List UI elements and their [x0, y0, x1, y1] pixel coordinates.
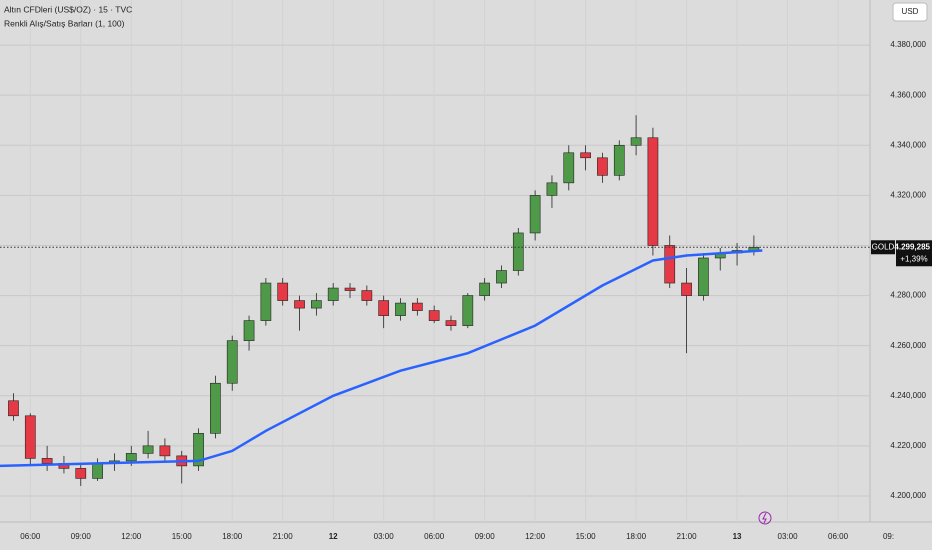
candle-body — [647, 137, 659, 246]
x-tick-label: 18:00 — [626, 532, 647, 541]
candle-body — [428, 310, 440, 321]
y-tick-label: 4.200,000 — [890, 491, 926, 500]
x-tick-label: 12:00 — [121, 532, 142, 541]
candle-body — [445, 320, 457, 326]
candle-body — [344, 287, 356, 291]
candle-body — [580, 152, 591, 159]
grid — [0, 44, 870, 497]
candle-body — [529, 195, 541, 234]
x-tick-label: 12 — [329, 532, 338, 541]
candle-body — [226, 340, 238, 384]
candle-body — [75, 468, 87, 479]
y-tick-label: 4.380,000 — [890, 40, 926, 49]
y-tick-label: 4.360,000 — [890, 90, 926, 99]
y-tick-label: 4.280,000 — [890, 291, 926, 300]
change-label: +1,39% — [900, 254, 927, 263]
candle-body — [664, 245, 676, 284]
candle-body — [277, 282, 289, 301]
symbol-label: GOLD — [872, 242, 895, 251]
candle-body — [462, 295, 474, 326]
indicator-name: Renkli Alış/Satış Barları (1, 100) — [4, 18, 125, 28]
event-icon-bolt — [762, 512, 767, 524]
candle-body — [210, 382, 221, 434]
x-tick-label: 15:00 — [576, 532, 597, 541]
candle-body — [159, 445, 171, 457]
last-price-label: 4.299,285 — [894, 242, 930, 251]
candle-body — [125, 453, 137, 462]
candle-body — [698, 257, 709, 296]
candle-body — [260, 282, 272, 321]
y-tick-label: 4.220,000 — [890, 441, 926, 450]
candle-body — [512, 232, 524, 271]
candle-body — [327, 287, 339, 301]
candle-body — [41, 458, 53, 464]
currency: USD — [902, 7, 919, 16]
candle-body — [597, 157, 608, 176]
x-tick-label: 06:00 — [20, 532, 41, 541]
candle-body — [563, 152, 575, 184]
marks — [0, 115, 870, 486]
event-icon[interactable] — [758, 511, 772, 525]
candle-body — [681, 282, 692, 296]
candle-body — [193, 433, 204, 467]
y-tick-label: 4.260,000 — [890, 341, 926, 350]
x-tick-label: 03:00 — [778, 532, 799, 541]
candle-body — [294, 300, 305, 309]
candle-body — [92, 463, 103, 479]
x-tick-label: 03:00 — [374, 532, 395, 541]
x-tick-label: 06:00 — [424, 532, 445, 541]
labels: 4.200,000 4.220,000 4.240,000 4.260,000 4.28… — [20, 40, 932, 541]
candle-body — [243, 320, 255, 341]
chart-title: Altın CFDleri (US$/OZ) · 15 · TVC — [4, 4, 132, 14]
candle-body — [378, 300, 390, 316]
candle-body — [395, 302, 406, 316]
x-tick-label: 06:00 — [828, 532, 849, 541]
x-tick-label: 21:00 — [677, 532, 698, 541]
candle-body — [546, 182, 558, 196]
candle-body — [479, 282, 490, 296]
candle-body — [496, 270, 507, 284]
y-tick-label: 4.320,000 — [890, 190, 926, 199]
moving-average — [0, 249, 763, 468]
y-tick-label: 4.340,000 — [890, 140, 926, 149]
candle-body — [142, 445, 154, 454]
x-tick-label: 09:00 — [71, 532, 92, 541]
candle-body — [8, 400, 19, 417]
x-tick-label: 13 — [733, 532, 742, 541]
x-tick-label: 12:00 — [525, 532, 546, 541]
candle-body — [311, 300, 322, 309]
x-tick-label: 15:00 — [172, 532, 193, 541]
x-tick-label: 21:00 — [273, 532, 294, 541]
candle-body — [411, 302, 423, 311]
x-tick-label: 18:00 — [222, 532, 243, 541]
candle-body — [24, 415, 36, 459]
price-tag — [896, 240, 932, 267]
y-tick-label: 4.240,000 — [890, 391, 926, 400]
currency-box[interactable] — [892, 2, 928, 22]
candle-body — [361, 290, 373, 301]
candle-body — [630, 137, 642, 146]
candle-body — [613, 144, 625, 176]
x-tick-label: 09: — [883, 532, 894, 541]
x-tick-label: 09:00 — [475, 532, 496, 541]
symbol-tag — [871, 240, 895, 255]
